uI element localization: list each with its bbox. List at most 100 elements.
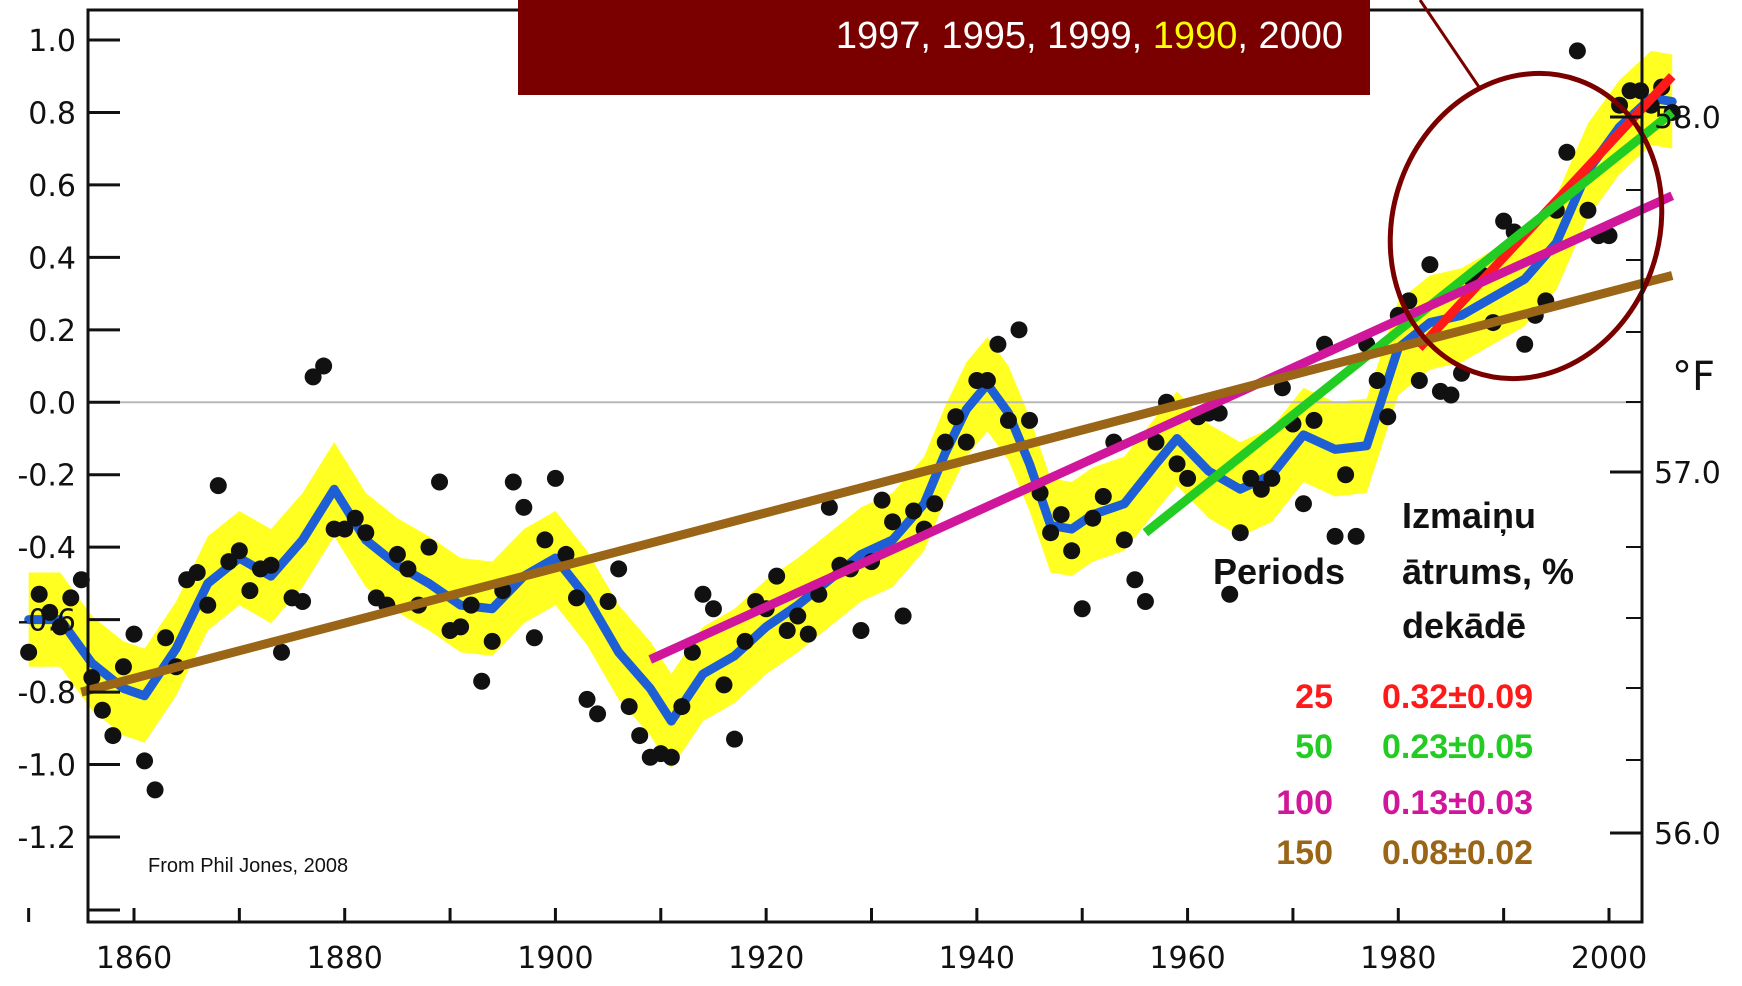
smoothed-series-line [24,93,1677,726]
callout-years: 1997, 1995, 1999, [836,15,1153,57]
data-point [568,589,585,607]
legend-rate-50: 0.23±0.05 [1382,728,1533,766]
data-point [1042,524,1060,542]
data-point [1084,509,1102,527]
data-point [72,571,90,589]
legend-rate-100: 0.13±0.03 [1382,784,1533,822]
data-point [589,705,607,723]
data-point [1410,372,1428,390]
data-point [1379,408,1397,426]
data-point [1073,600,1091,618]
data-point [1368,372,1386,390]
callout-highlight-year: 1990 [1153,15,1238,57]
right-tick-label: 58.0 [1654,101,1721,136]
x-tick-label: 1920 [728,941,804,976]
y-tick-label: 0.4 [28,241,76,276]
legend-periods-header: Periods [1213,551,1345,592]
data-point [241,582,259,600]
data-point [1516,335,1534,353]
data-point [1305,411,1323,429]
data-point [399,560,417,578]
data-point [1210,404,1228,422]
data-point [1442,386,1460,404]
data-point [146,781,164,799]
data-point [1421,256,1439,274]
highlight-ellipse [1387,70,1665,382]
data-point [989,335,1007,353]
data-point [1052,506,1070,524]
data-point [504,473,522,491]
data-point [1568,42,1586,60]
y-tick-label: 0.6 [28,169,76,204]
data-point [336,520,354,538]
data-point [1179,469,1197,487]
data-point [673,698,691,716]
data-point [1136,593,1154,611]
y-tick-label: -1.0 [17,749,76,784]
data-point [357,524,375,542]
data-point [346,509,364,527]
data-point [599,593,617,611]
x-tick-label: 1940 [939,941,1015,976]
data-point [978,372,996,390]
data-point [125,625,143,643]
x-tick-label: 1960 [1149,941,1225,976]
data-point [894,607,912,625]
y-tick-label: -0.4 [17,531,76,566]
data-point [230,542,248,560]
data-point [947,408,965,426]
data-point [1010,321,1028,339]
data-point [1231,524,1249,542]
data-point [114,658,132,676]
legend-period-150: 150 [1276,834,1333,872]
data-point [694,585,712,603]
data-point [905,502,923,520]
data-point [873,491,891,509]
data-point [1579,201,1597,219]
data-point [62,589,80,607]
data-point [1347,527,1365,545]
y-tick-label: 0.8 [28,96,76,131]
data-point [736,632,754,650]
data-point [431,473,449,491]
data-point [778,622,796,640]
legend-period-100: 100 [1276,784,1333,822]
data-point [662,748,680,766]
data-point [852,622,870,640]
data-point [704,600,722,618]
data-point [610,560,628,578]
data-point [294,593,312,611]
callout-text: 1997, 1995, 1999, 1990, 2000 [836,15,1343,57]
y-tick-label: -0.6 [17,604,76,639]
data-point [462,596,480,614]
y-tick-label: 0.2 [28,314,76,349]
x-tick-label: 1900 [517,941,593,976]
data-point [1252,480,1270,498]
data-point [1294,495,1312,513]
legend-rate-header-3: dekādē [1402,605,1526,646]
legend-rows: 25 0.32±0.09 50 0.23±0.05 100 0.13±0.03 150 0.0… [1276,678,1533,872]
data-point [262,556,280,574]
data-point [799,625,817,643]
trend-line-50 [1142,108,1676,537]
data-point [525,629,543,647]
data-point [557,545,575,563]
data-point [926,495,944,513]
data-point [473,672,491,690]
data-point [999,411,1017,429]
data-point [715,676,733,694]
data-point [20,643,38,661]
data-point [683,643,701,661]
data-point [93,701,111,719]
x-tick-label: 1880 [307,941,383,976]
right-tick-label: 57.0 [1654,456,1721,491]
callout-pointer [1418,0,1483,91]
data-point [136,752,154,770]
data-point [304,368,322,386]
data-point [483,632,501,650]
data-point [1126,571,1144,589]
data-point [546,469,564,487]
data-point [209,477,227,495]
data-point [789,607,807,625]
y-tick-label: 1.0 [28,24,76,59]
